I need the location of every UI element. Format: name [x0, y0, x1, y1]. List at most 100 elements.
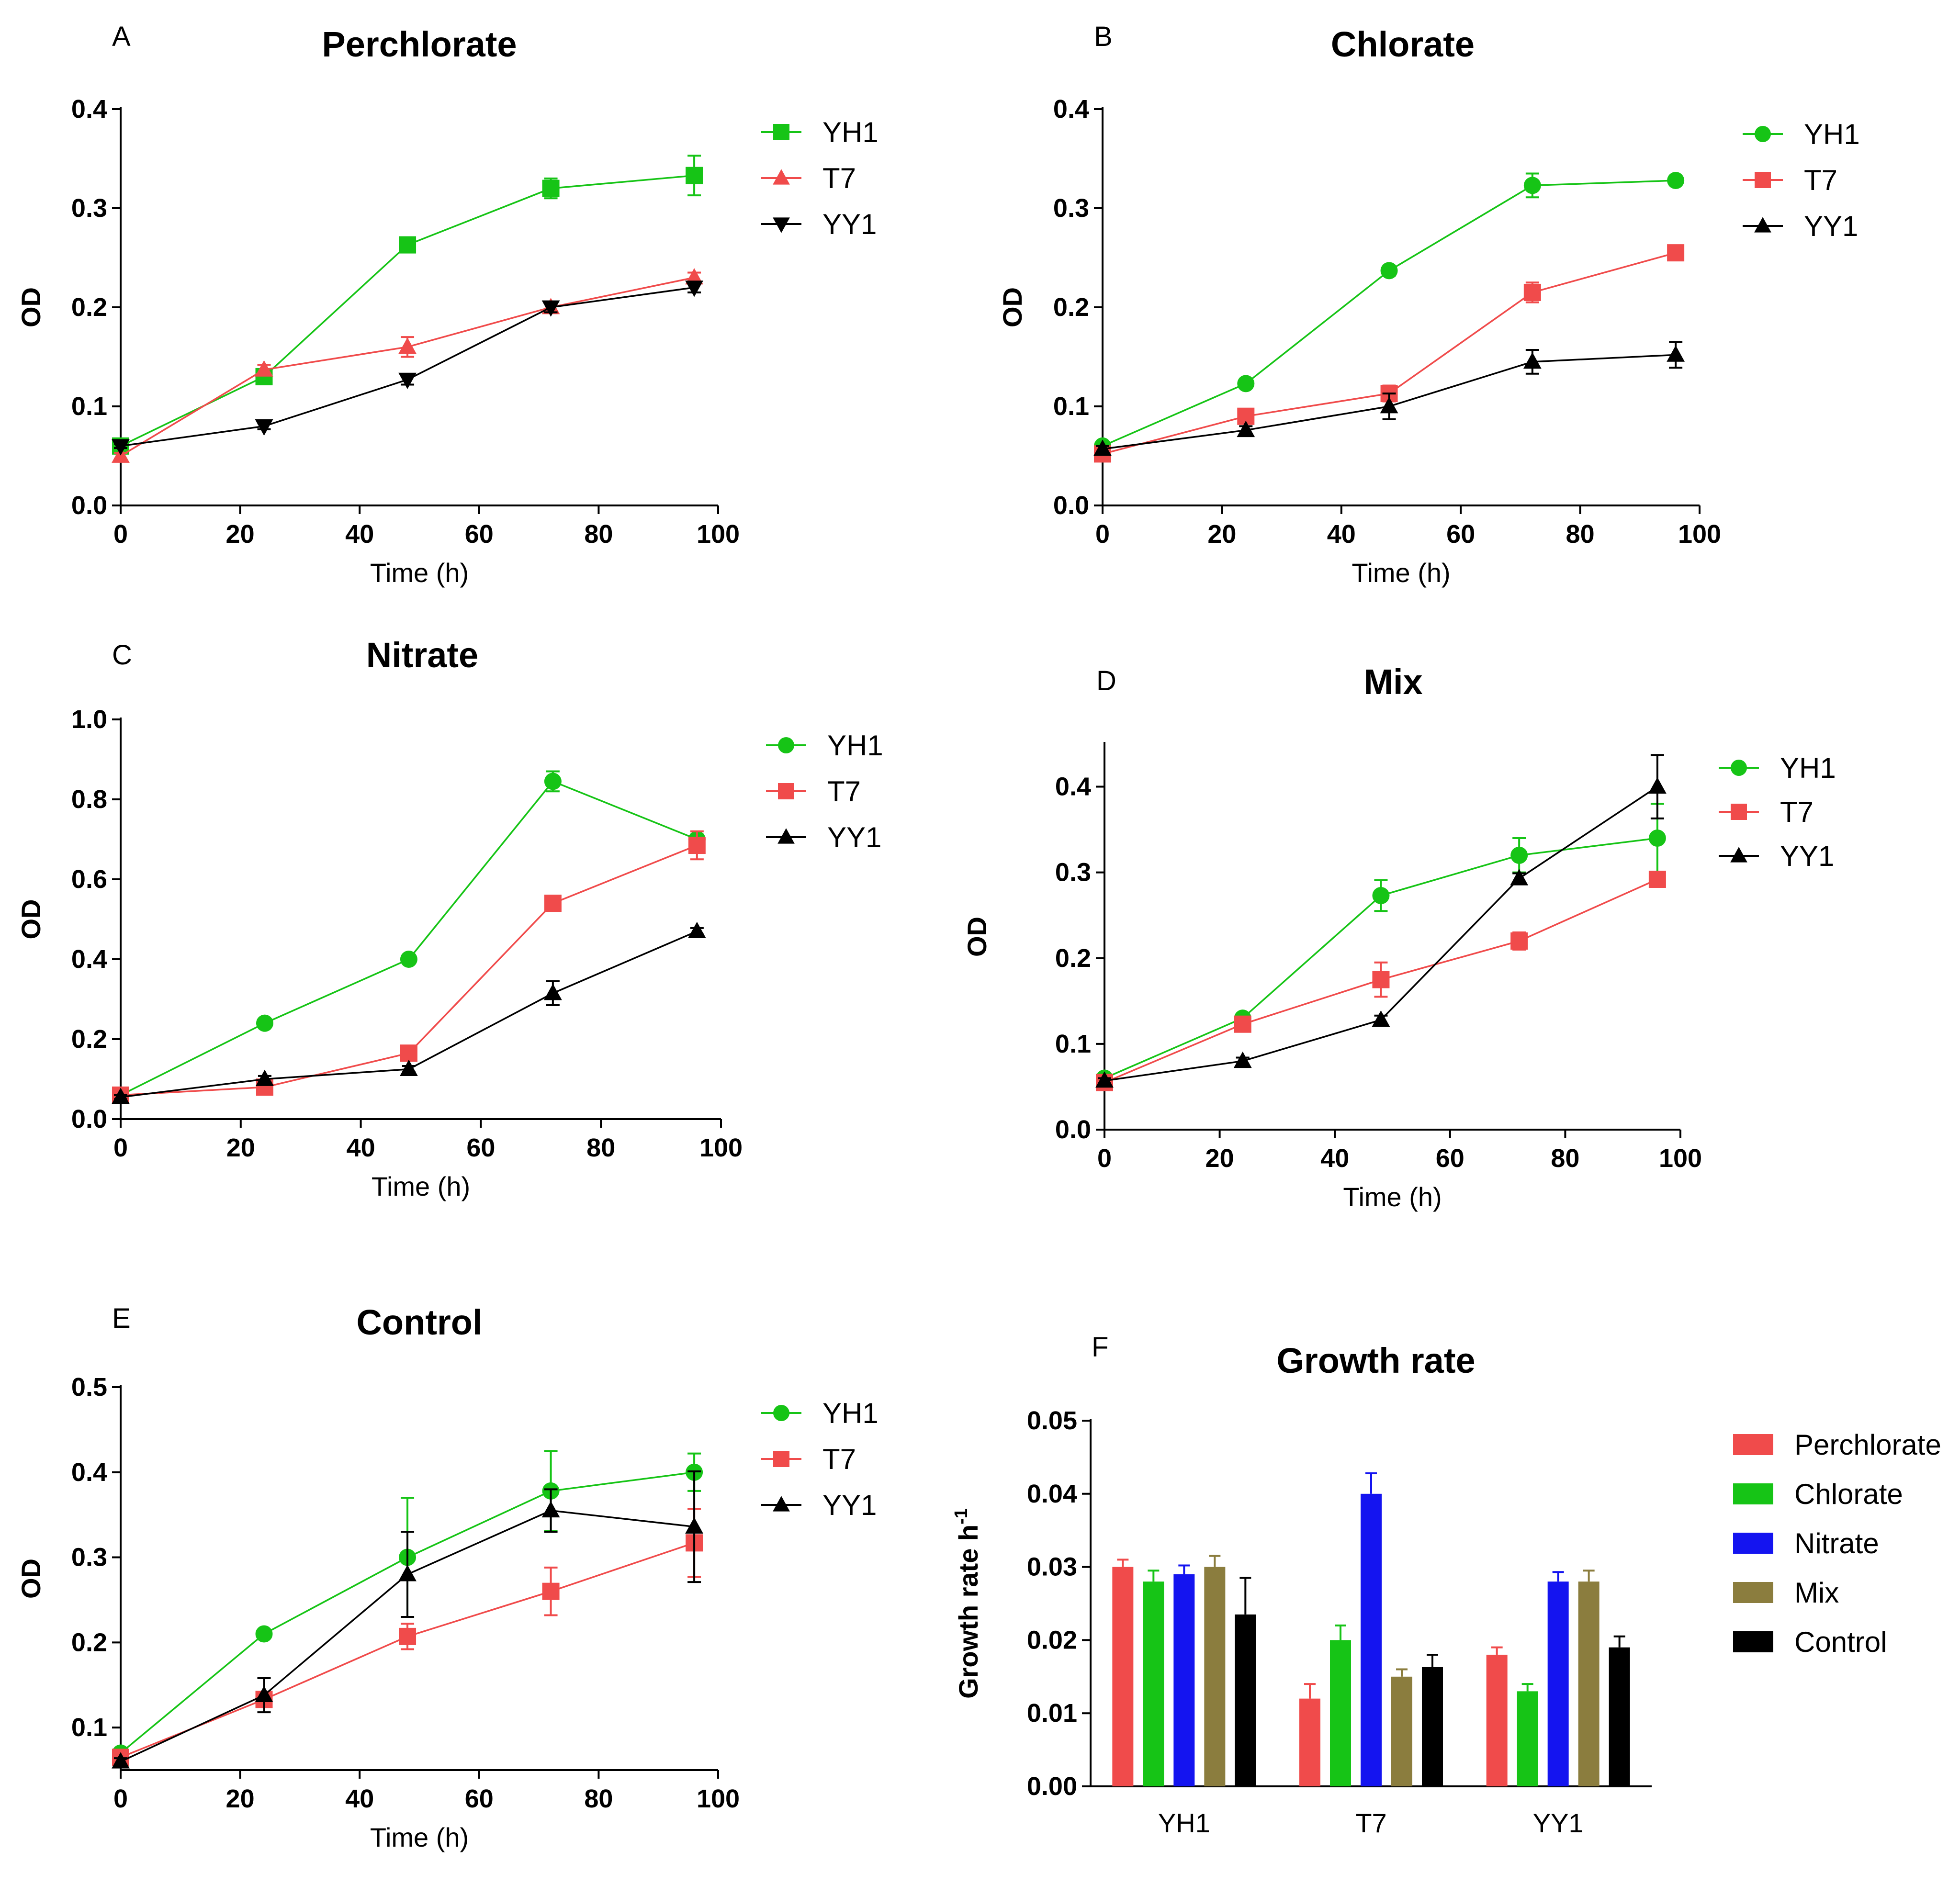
series-yy1 [112, 1470, 703, 1769]
legend-label: Control [1794, 1626, 1887, 1658]
y-tick-label: 0.00 [1027, 1772, 1077, 1801]
category-label: T7 [1355, 1808, 1386, 1838]
y-axis-label-superscript: -1 [951, 1508, 971, 1525]
x-tick-label: 100 [1678, 520, 1721, 549]
x-axis-label: Time (h) [1343, 1182, 1442, 1212]
data-point [1372, 887, 1390, 905]
legend-marker [1731, 804, 1747, 820]
y-tick-label: 0.4 [71, 1458, 107, 1487]
panel-letter: B [1094, 21, 1113, 52]
series-line [120, 277, 695, 457]
panel-d: D Mix 0.0 0.1 0.2 0.3 0.4 OD 0 20 40 60 80 100 Time (h… [962, 662, 1836, 1212]
bar-nitrate [1547, 1581, 1569, 1786]
x-tick-label: 100 [697, 520, 740, 549]
data-point [1093, 439, 1112, 456]
series-line [1104, 786, 1658, 1082]
x-tick-label: 40 [1327, 520, 1356, 549]
legend-label: Mix [1794, 1577, 1839, 1609]
data-point [542, 1582, 560, 1600]
x-axis-label: Time (h) [370, 558, 469, 588]
data-point [256, 1014, 273, 1032]
data-point [541, 300, 560, 317]
legend-item-control: Control [1733, 1626, 1887, 1658]
data-point [541, 1501, 560, 1518]
y-tick-label: 0.1 [1055, 1030, 1091, 1058]
y-tick-label: 0.03 [1027, 1553, 1077, 1581]
y-axis-label: OD [997, 287, 1027, 327]
x-tick-label: 40 [347, 1133, 375, 1162]
series-line [1102, 252, 1676, 455]
panel-e: E Control 0.1 0.2 0.3 0.4 0.5 OD 0 20 40 60 80 100 Tim… [16, 1302, 879, 1852]
legend-marker [778, 737, 794, 753]
legend-marker [1755, 126, 1771, 142]
legend-item-yy1: YY1 [761, 1489, 877, 1521]
x-tick-label: 60 [1436, 1144, 1464, 1173]
legend-label: YH1 [1780, 752, 1836, 784]
legend-label: YH1 [822, 116, 879, 148]
data-point [1380, 262, 1398, 280]
legend-label: YH1 [827, 729, 883, 762]
legend-swatch [1733, 1631, 1773, 1652]
legend-marker [773, 1451, 789, 1467]
data-point [687, 921, 706, 938]
legend-item-perchlorate: Perchlorate [1733, 1429, 1941, 1461]
data-point [542, 179, 560, 197]
legend-marker [773, 217, 790, 233]
x-tick-label: 0 [1097, 1144, 1112, 1173]
data-point [543, 984, 562, 1000]
y-axis-label: Growth rate h-1 [951, 1508, 983, 1699]
x-tick-label: 80 [584, 1784, 613, 1813]
y-tick-label: 0.2 [71, 1025, 107, 1054]
bar-chlorate [1143, 1581, 1164, 1786]
panel-c: C Nitrate 0.0 0.2 0.4 0.6 0.8 1.0 OD 0 20 40 60 80 100… [16, 635, 883, 1201]
data-point [112, 1088, 130, 1104]
legend-marker [777, 828, 795, 844]
data-point [685, 1517, 703, 1534]
y-tick-label: 0.3 [1053, 194, 1089, 223]
legend-label: T7 [1780, 796, 1814, 828]
legend-label: T7 [822, 162, 856, 194]
data-point [685, 280, 703, 297]
data-point [398, 337, 417, 354]
legend-marker [773, 1405, 789, 1421]
data-point [688, 837, 706, 854]
y-tick-label: 0.01 [1027, 1699, 1077, 1727]
legend-item-yy1: YY1 [761, 208, 877, 240]
data-point [1523, 177, 1541, 194]
legend-item-t7: T7 [1743, 164, 1837, 196]
series-t7 [1096, 870, 1666, 1091]
x-tick-label: 20 [226, 1784, 255, 1813]
legend-item-mix: Mix [1733, 1577, 1839, 1609]
y-tick-label: 0.0 [1053, 491, 1089, 520]
data-point [399, 1627, 417, 1645]
data-point [1237, 420, 1255, 437]
legend-swatch [1733, 1434, 1773, 1455]
y-tick-label: 0.4 [1055, 773, 1091, 801]
legend-item-chlorate: Chlorate [1733, 1478, 1903, 1510]
legend-label: YY1 [1804, 210, 1858, 242]
legend-label: T7 [822, 1443, 856, 1475]
series-yy1 [112, 280, 703, 456]
data-point [255, 1685, 273, 1702]
y-tick-label: 0.0 [1055, 1115, 1091, 1144]
data-point [1095, 1071, 1114, 1088]
panel-f: F Growth rate 0.00 0.01 0.02 0.03 0.04 0.05 Grow… [951, 1332, 1941, 1838]
legend-item-t7: T7 [761, 1443, 856, 1475]
panel-title: Chlorate [1331, 24, 1475, 64]
legend-item-yy1: YY1 [1743, 210, 1858, 242]
legend-item-yh1: YH1 [766, 729, 883, 762]
y-tick-label: 0.0 [71, 491, 107, 520]
legend-label: Chlorate [1794, 1478, 1903, 1510]
y-axis-label: OD [16, 899, 46, 940]
y-tick-label: 1.0 [71, 705, 107, 734]
bar-control [1235, 1614, 1256, 1786]
y-tick-label: 0.4 [1053, 95, 1089, 123]
category-label: YY1 [1533, 1808, 1584, 1838]
y-tick-label: 0.0 [71, 1105, 107, 1133]
bar-control [1609, 1647, 1630, 1786]
data-point [685, 268, 703, 285]
x-axis-label: Time (h) [1352, 558, 1450, 588]
x-tick-label: 0 [1095, 520, 1110, 549]
y-tick-label: 0.1 [71, 392, 107, 421]
data-point [400, 1059, 418, 1077]
